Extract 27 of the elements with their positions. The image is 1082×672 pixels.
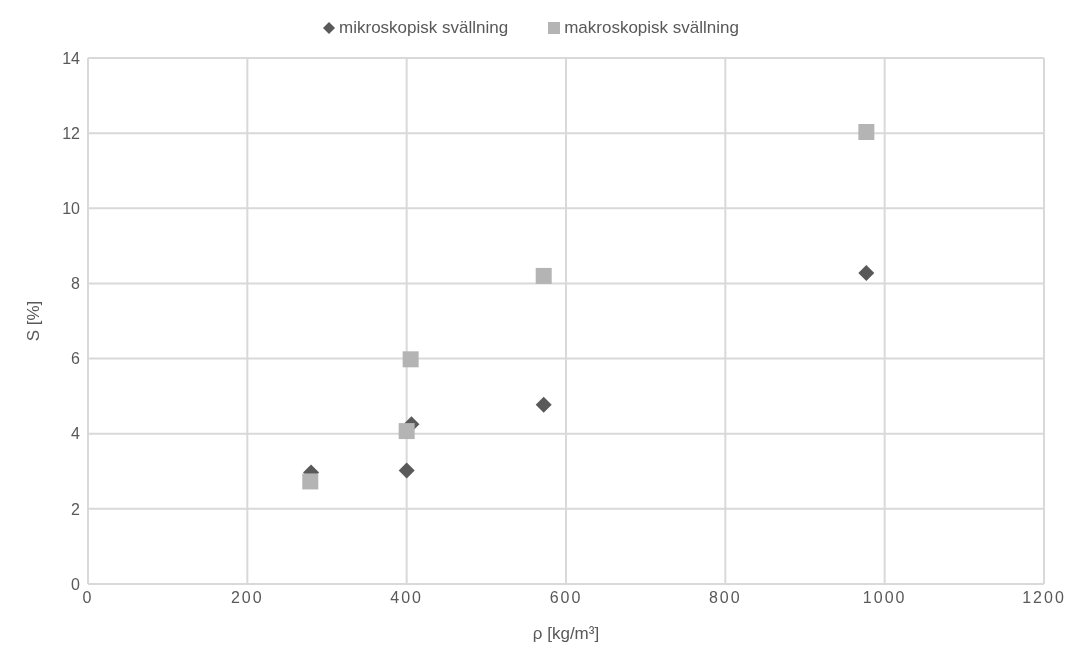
x-tick-label: 1000 (862, 589, 907, 607)
point (858, 264, 875, 281)
x-tick-label: 400 (390, 589, 424, 607)
y-axis-title: S [%] (24, 300, 44, 342)
point (535, 267, 552, 284)
y-tick-label: 2 (71, 500, 81, 518)
y-tick-label: 14 (62, 49, 81, 67)
x-axis-title: ρ [kg/m³] (532, 624, 600, 643)
x-tick-label: 600 (549, 589, 583, 607)
x-tick-label: 0 (82, 589, 94, 607)
x-tick-label: 1200 (1022, 589, 1066, 607)
y-tick-label: 10 (62, 199, 81, 217)
x-tick-label: 800 (708, 589, 742, 607)
legend-label: mikroskopisk svällning (338, 18, 509, 38)
y-tick-label: 12 (62, 124, 81, 142)
y-tick-label: 0 (71, 575, 81, 593)
x-tick-label: 200 (230, 589, 264, 607)
point (402, 351, 419, 368)
y-tick-label: 4 (71, 425, 81, 443)
point (535, 396, 552, 413)
point (302, 473, 319, 490)
point (858, 124, 875, 141)
point (398, 462, 415, 479)
point (398, 423, 415, 440)
y-tick-label: 6 (71, 350, 81, 368)
legend-label: makroskopisk svällning (563, 18, 739, 38)
y-tick-label: 8 (71, 275, 81, 293)
